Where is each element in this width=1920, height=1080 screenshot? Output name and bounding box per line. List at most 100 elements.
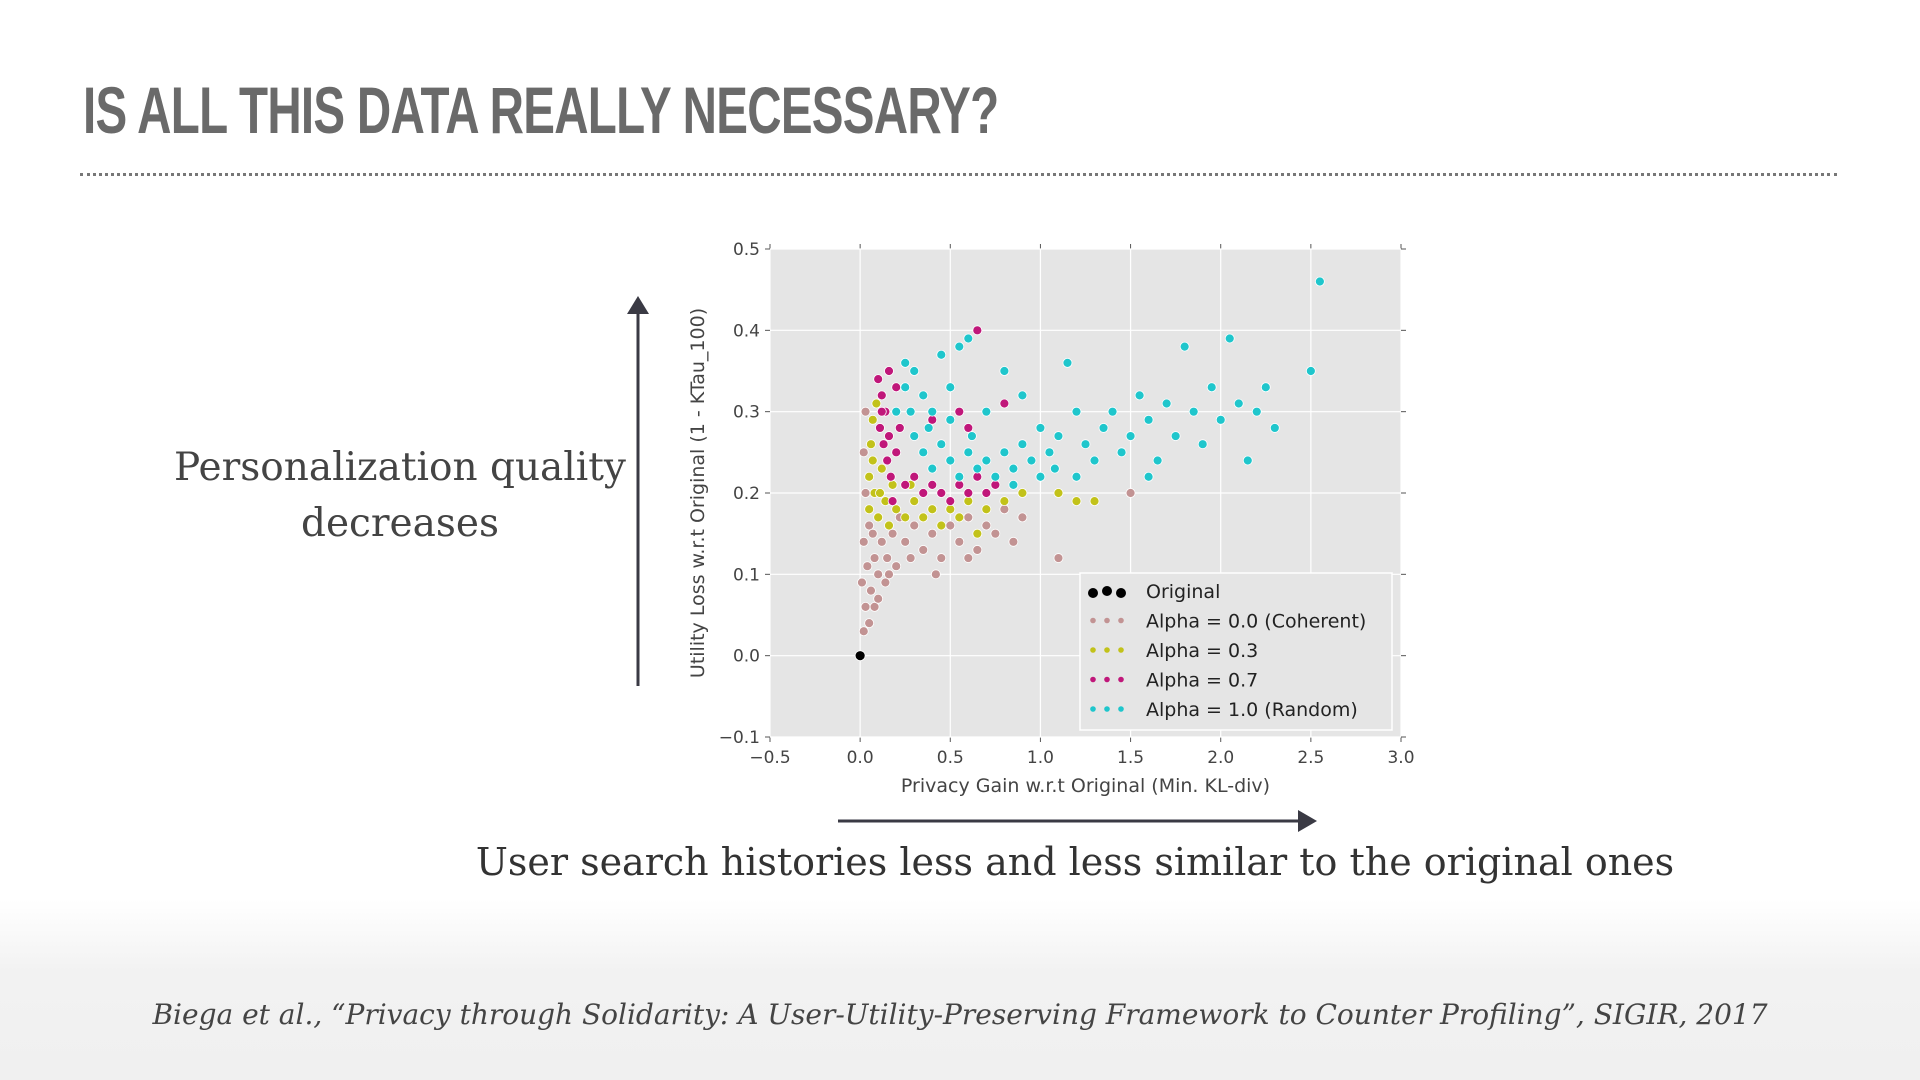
data-point [864, 520, 875, 531]
vertical-arrow [627, 296, 649, 686]
legend-label: Alpha = 0.3 [1146, 640, 1258, 662]
x-tick-label: 3.0 [1387, 748, 1414, 768]
arrow-right-icon [1298, 810, 1317, 832]
data-point [864, 618, 875, 629]
data-point [999, 366, 1010, 376]
data-point [1053, 553, 1064, 563]
data-point [1062, 357, 1073, 368]
legend-marker [1102, 586, 1112, 596]
data-point [954, 471, 965, 482]
data-point [909, 496, 920, 507]
legend-marker [1090, 676, 1096, 683]
data-point [972, 528, 983, 539]
data-point [945, 496, 956, 507]
legend-marker [1118, 647, 1124, 653]
data-point [1098, 423, 1109, 433]
data-point [1089, 455, 1100, 466]
data-point [918, 390, 929, 401]
legend-marker [1090, 647, 1096, 653]
y-tick-label: 0.5 [733, 240, 760, 260]
data-point [999, 496, 1010, 507]
data-point [867, 455, 878, 466]
y-tick-label: 0.0 [733, 647, 760, 667]
data-point [909, 471, 920, 482]
arrow-up-icon [627, 296, 649, 314]
data-point [963, 512, 974, 523]
citation: Biega et al., “Privacy through Solidarit… [152, 998, 1768, 1031]
data-point [869, 601, 880, 612]
data-point [972, 471, 983, 482]
data-point [1107, 406, 1118, 417]
data-point [981, 488, 992, 498]
y-annotation-line1: Personalization quality [174, 445, 626, 490]
footer-band [0, 900, 1920, 1080]
data-point [945, 520, 956, 531]
data-point [918, 488, 929, 498]
data-point [887, 479, 898, 490]
data-point [1017, 390, 1028, 401]
data-point [990, 471, 1001, 482]
data-point [1215, 414, 1226, 425]
y-axis-label: Utility Loss w.r.t Original (1 - KTau_10… [687, 308, 709, 678]
data-point [1224, 333, 1235, 344]
data-point [887, 496, 898, 507]
data-point [1053, 431, 1064, 441]
data-point [876, 463, 887, 474]
data-point [923, 423, 934, 433]
horizontal-arrow [838, 810, 1317, 832]
legend-label: Alpha = 0.0 (Coherent) [1146, 611, 1366, 633]
data-point [1116, 447, 1127, 458]
data-point [927, 406, 938, 417]
data-point [936, 439, 947, 450]
data-point [954, 479, 965, 490]
data-point [1143, 414, 1154, 425]
data-point [873, 512, 884, 523]
data-point [1161, 398, 1172, 409]
data-point [967, 431, 977, 441]
legend-marker [1090, 617, 1096, 624]
data-point [909, 431, 920, 441]
legend-box [1079, 572, 1393, 731]
data-point [862, 561, 873, 572]
data-point [927, 504, 938, 515]
data-point [875, 423, 885, 433]
y-annotation-line2: decreases [301, 501, 499, 546]
data-point [1017, 512, 1028, 523]
series-original [854, 650, 866, 662]
data-point [891, 447, 902, 458]
data-point [891, 561, 902, 572]
slide-title: IS ALL THIS DATA REALLY NECESSARY? [83, 73, 999, 147]
data-point [930, 569, 941, 580]
data-point [990, 479, 1001, 490]
data-point [954, 406, 965, 417]
data-point [866, 439, 876, 450]
data-point [918, 512, 929, 523]
legend-marker [1118, 706, 1124, 712]
legend-marker [1104, 647, 1110, 653]
data-point [860, 601, 871, 612]
data-point [873, 374, 884, 385]
data-point [1143, 471, 1154, 482]
data-point [884, 569, 894, 580]
data-point [876, 390, 887, 401]
data-point [871, 398, 882, 409]
y-tick-label: −0.1 [719, 728, 760, 748]
x-tick-label: 2.0 [1207, 748, 1234, 768]
series-alpha-0-7 [873, 325, 1010, 507]
x-tick-label: 0.5 [937, 748, 964, 768]
x-tick-label: 1.5 [1117, 748, 1144, 768]
data-point [1179, 341, 1190, 352]
data-point [900, 357, 911, 368]
data-point [954, 512, 965, 523]
data-point [894, 423, 905, 433]
data-point [882, 553, 893, 563]
data-point [1305, 366, 1316, 376]
data-point [909, 366, 920, 376]
data-point [981, 406, 992, 417]
x-tick-label: 1.0 [1027, 748, 1054, 768]
data-point [1035, 423, 1046, 433]
x-axis-label: Privacy Gain w.r.t Original (Min. KL-div… [901, 775, 1270, 797]
data-point [864, 471, 875, 482]
data-point [1080, 439, 1091, 450]
